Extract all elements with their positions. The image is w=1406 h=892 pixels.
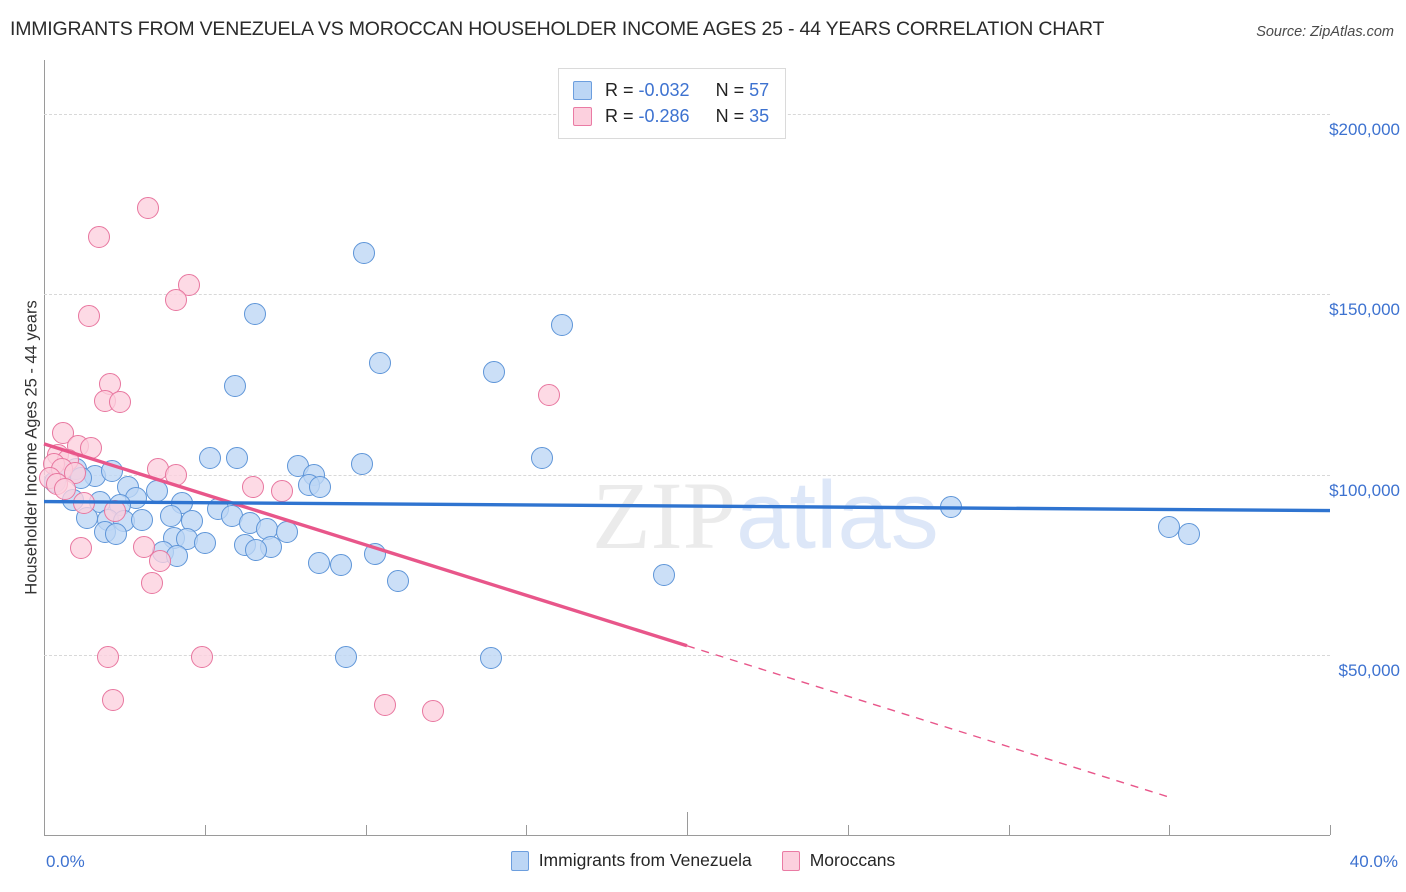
stats-row-moroccans: R = -0.286 N = 35 [573, 103, 769, 129]
gridline [44, 474, 1330, 476]
x-axis-max-label: 40.0% [1349, 852, 1398, 871]
scatter-point [97, 645, 120, 668]
watermark-atlas: atlas [736, 462, 939, 569]
correlation-stats-legend: R = -0.032 N = 57 R = -0.286 N = 35 [558, 68, 787, 139]
stats-r-label-moroccans: R = [605, 105, 634, 126]
stats-r-value-moroccans: -0.286 [638, 105, 690, 126]
scatter-point [108, 391, 131, 414]
stats-r-label-venezuela: R = [605, 79, 634, 100]
stats-n-label-venezuela: N = [715, 79, 745, 100]
stats-n-value-moroccans: 35 [749, 105, 770, 126]
scatter-point [352, 241, 375, 264]
scatter-point [105, 523, 128, 545]
source-label: Source: ZipAtlas.com [1256, 24, 1394, 40]
scatter-point [193, 532, 216, 555]
x-axis-tick [44, 825, 45, 835]
x-axis-min-label: 0.0% [46, 852, 85, 871]
scatter-point [245, 539, 268, 562]
scatter-point [225, 447, 248, 470]
scatter-point [351, 452, 374, 475]
scatter-point [537, 384, 560, 407]
x-axis-tick [365, 825, 367, 835]
scatter-point [422, 699, 444, 722]
scatter-point [270, 479, 293, 502]
y-axis-tick-label: $100,000 [1329, 480, 1400, 500]
x-axis-tick [204, 825, 206, 835]
scatter-point [53, 477, 76, 500]
scatter-point [102, 688, 125, 711]
stats-r-value-venezuela: -0.032 [638, 79, 690, 100]
scatter-point [307, 551, 330, 574]
x-axis-line [44, 835, 1330, 836]
watermark: ZIPatlas [592, 468, 939, 564]
scatter-point [140, 571, 163, 594]
stats-swatch-venezuela-icon [573, 80, 592, 100]
x-axis-tick [526, 825, 528, 835]
scatter-point [190, 645, 213, 668]
scatter-point [335, 645, 358, 668]
scatter-point [550, 313, 573, 336]
scatter-point [386, 569, 409, 592]
legend-item-moroccans[interactable]: Moroccans [781, 850, 896, 871]
scatter-point [275, 521, 298, 544]
scatter-point [939, 495, 962, 518]
stats-n-label-moroccans: N = [715, 105, 745, 126]
legend-item-venezuela[interactable]: Immigrants from Venezuela [510, 850, 752, 871]
scatter-point [483, 360, 506, 383]
y-axis-tick-label: $150,000 [1329, 300, 1400, 320]
scatter-point [1177, 523, 1200, 545]
scatter-point [103, 499, 126, 522]
plot-area: ZIPatlas [39, 60, 1330, 835]
legend-swatch-venezuela-icon [510, 850, 529, 871]
scatter-point [78, 304, 100, 327]
scatter-point [148, 550, 171, 573]
page-title: IMMIGRANTS FROM VENEZUELA VS MOROCCAN HO… [10, 18, 1105, 40]
scatter-point [1158, 515, 1181, 538]
legend-label-moroccans: Moroccans [809, 850, 896, 870]
scatter-point [309, 476, 332, 499]
gridline [44, 654, 1330, 656]
legend-label-venezuela: Immigrants from Venezuela [538, 850, 752, 870]
gridline [44, 294, 1330, 296]
scatter-point [145, 479, 168, 502]
watermark-zip: ZIP [592, 462, 736, 569]
x-axis-tick [1169, 825, 1171, 835]
scatter-point [364, 542, 387, 565]
y-axis-title: Householder Income Ages 25 - 44 years [22, 300, 41, 595]
scatter-point [131, 508, 154, 531]
scatter-point [241, 476, 264, 499]
y-axis-tick-label: $200,000 [1329, 120, 1400, 140]
scatter-point [531, 447, 554, 470]
scatter-point [164, 463, 187, 486]
y-axis-tick-label: $50,000 [1338, 660, 1400, 680]
x-axis-tick [687, 812, 688, 835]
scatter-point [368, 351, 391, 374]
scatter-point [479, 647, 502, 670]
series-legend: Immigrants from Venezuela Moroccans [0, 850, 1406, 871]
scatter-point [198, 447, 221, 470]
scatter-point [373, 694, 396, 717]
scatter-point [243, 303, 266, 326]
scatter-point [79, 436, 102, 459]
stats-row-venezuela: R = -0.032 N = 57 [573, 77, 769, 103]
x-axis-tick [1330, 825, 1331, 835]
stats-swatch-moroccans-icon [573, 106, 592, 126]
scatter-point [164, 288, 187, 311]
scatter-point [87, 225, 110, 248]
scatter-point [69, 537, 92, 560]
scatter-point [330, 553, 353, 576]
x-axis-tick [847, 825, 849, 835]
scatter-point [653, 564, 676, 587]
x-axis-tick [1008, 825, 1010, 835]
scatter-point [159, 504, 182, 527]
legend-swatch-moroccans-icon [781, 850, 800, 871]
stats-n-value-venezuela: 57 [749, 79, 770, 100]
scatter-point [137, 196, 160, 219]
scatter-point [224, 375, 247, 398]
